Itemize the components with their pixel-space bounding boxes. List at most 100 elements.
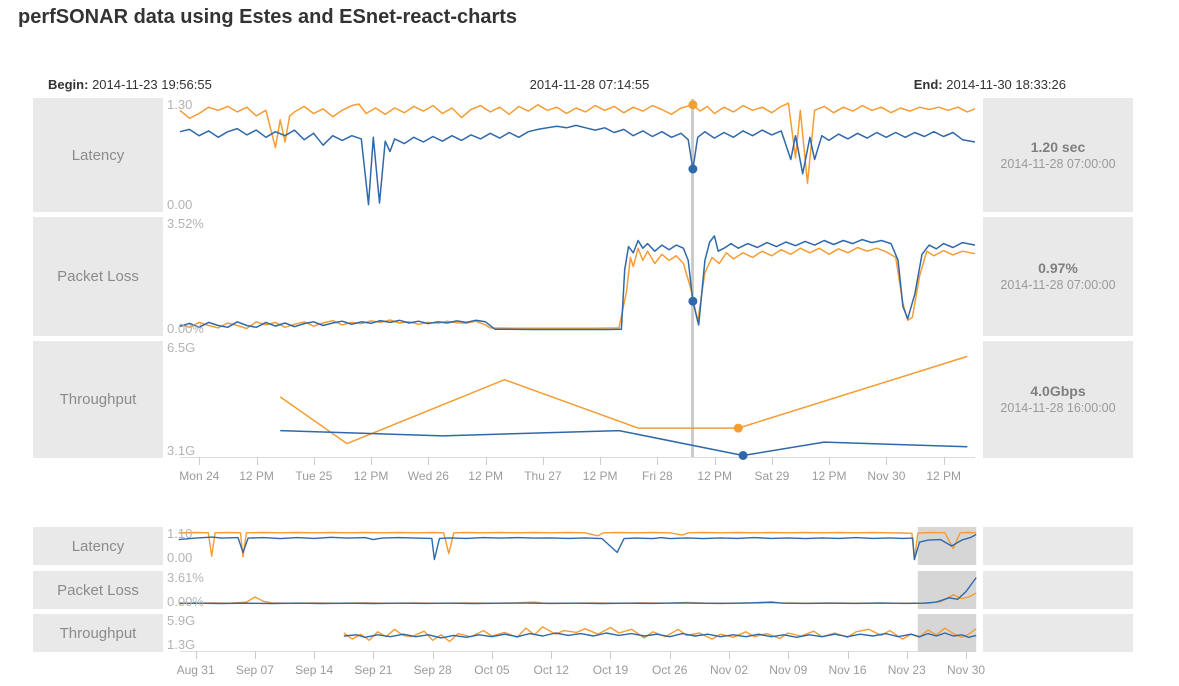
x-axis-label: Sep 21 — [354, 663, 393, 677]
blue-series-line — [178, 533, 977, 561]
x-axis-label: Oct 19 — [592, 663, 629, 677]
orange-series-line — [343, 626, 977, 643]
overview-row-label-packet-loss: Packet Loss — [33, 571, 163, 609]
end-label: End: — [913, 77, 943, 92]
x-axis-label: Nov 09 — [769, 663, 808, 677]
begin-label: Begin: — [48, 77, 89, 92]
overview-right-box — [983, 527, 1133, 565]
x-axis-label: Oct 05 — [474, 663, 510, 677]
overview-row-label-latency: Latency — [33, 527, 163, 565]
x-axis-label: Sat 29 — [754, 469, 790, 483]
blue-series-line — [280, 429, 968, 457]
ov-packet-loss-plot[interactable] — [167, 571, 977, 609]
main-latency-plot[interactable] — [167, 98, 976, 212]
x-axis-tick — [610, 651, 612, 659]
blue-series-line — [343, 632, 977, 639]
x-axis-label: Sep 14 — [295, 663, 334, 677]
x-axis-tick — [254, 651, 256, 659]
x-axis-tick — [314, 651, 316, 659]
x-axis-tick — [373, 651, 375, 659]
x-axis-tick — [943, 457, 945, 465]
x-axis-label: Aug 31 — [176, 663, 215, 677]
throughput-value: 4.0Gbps — [1030, 383, 1086, 399]
hover-dot — [688, 100, 698, 110]
y-axis-min-label: 0.00 — [167, 197, 193, 212]
row-label-text: Throughput — [59, 391, 137, 408]
x-axis-label: 12 PM — [697, 469, 732, 483]
packet-loss-value-box: 0.97% 2014-11-28 07:00:00 — [983, 217, 1133, 336]
x-axis-tick — [966, 651, 968, 659]
x-axis-tick — [669, 651, 671, 659]
x-axis-label: Fri 28 — [642, 469, 673, 483]
x-axis-label: Oct 12 — [533, 663, 569, 677]
overview-throughput-chart[interactable]: 5.9G 1.3G — [167, 614, 977, 652]
y-axis-min-label: 1.3G — [167, 637, 196, 652]
x-axis-tick — [428, 457, 430, 465]
x-axis-tick — [195, 651, 197, 659]
x-axis-tick — [485, 457, 487, 465]
end-time: End: 2014-11-30 18:33:26 — [914, 77, 1066, 93]
blue-series-line — [179, 124, 976, 206]
hover-dot — [733, 423, 743, 433]
page-title: perfSONAR data using Estes and ESnet-rea… — [18, 6, 518, 28]
x-axis-label: 12 PM — [353, 469, 389, 483]
packet-loss-chart[interactable]: 3.52% 0.00% — [167, 217, 976, 336]
x-axis-tick — [829, 457, 831, 465]
x-axis-label: Thu 27 — [524, 469, 562, 483]
tracker-line[interactable] — [691, 99, 694, 457]
orange-series-line — [178, 592, 977, 604]
x-axis-tick — [771, 457, 773, 465]
x-axis-tick — [542, 457, 544, 465]
overview-right-box — [983, 614, 1133, 652]
begin-value: 2014-11-23 19:56:55 — [92, 77, 212, 92]
row-label-throughput: Throughput — [33, 341, 163, 458]
x-axis-tick — [788, 651, 790, 659]
overview-latency-chart[interactable]: 1.10 0.00 — [167, 527, 977, 565]
x-axis-label: Sep 07 — [235, 663, 274, 677]
x-axis-label: Nov 30 — [867, 469, 906, 483]
hover-dot — [738, 451, 748, 460]
x-axis-label: Oct 26 — [652, 663, 688, 677]
x-axis-label: Nov 30 — [947, 663, 986, 677]
orange-series-line — [178, 531, 977, 561]
ov-latency-plot[interactable] — [167, 527, 977, 565]
latency-chart[interactable]: 1.30 0.00 — [167, 98, 976, 212]
blue-series-line — [178, 577, 977, 605]
overview-right-box — [983, 571, 1133, 609]
x-axis-tick — [847, 651, 849, 659]
y-axis-max-label: 3.61% — [167, 570, 204, 585]
throughput-chart[interactable]: 6.5G 3.1G — [167, 340, 975, 460]
overview-packet-loss-chart[interactable]: 3.61% 0.00% — [167, 570, 977, 609]
main-throughput-plot[interactable] — [167, 341, 975, 460]
packet-loss-value: 0.97% — [1038, 260, 1078, 276]
row-label-text: Throughput — [59, 624, 137, 642]
main-packet-loss-plot[interactable] — [167, 217, 976, 336]
blue-series-line — [179, 235, 976, 331]
packet-loss-value-time: 2014-11-28 07:00:00 — [1000, 278, 1116, 292]
latency-value-box: 1.20 sec 2014-11-28 07:00:00 — [983, 98, 1133, 212]
row-label-packet-loss: Packet Loss — [33, 217, 163, 336]
y-axis-min-label: 0.00% — [167, 321, 204, 336]
row-label-text: Packet Loss — [57, 268, 139, 285]
x-axis-label: Nov 16 — [828, 663, 867, 677]
y-axis-min-label: 3.1G — [167, 443, 196, 458]
axis-line — [180, 651, 975, 652]
y-axis-max-label: 6.5G — [167, 340, 196, 355]
x-axis-label: 12 PM — [926, 469, 962, 483]
brush-selection[interactable] — [917, 614, 977, 652]
row-label-text: Packet Loss — [57, 581, 139, 599]
x-axis-tick — [313, 457, 315, 465]
x-axis-tick — [491, 651, 493, 659]
axis-line — [180, 457, 975, 458]
row-label-latency: Latency — [33, 98, 163, 212]
y-axis-min-label: 0.00 — [167, 550, 193, 565]
x-axis-tick — [600, 457, 602, 465]
x-axis-tick — [256, 457, 258, 465]
x-axis-label: 12 PM — [468, 469, 503, 483]
x-axis-label: Mon 24 — [179, 469, 220, 483]
overview-row-label-throughput: Throughput — [33, 614, 163, 652]
ov-throughput-plot[interactable] — [167, 614, 977, 652]
hover-dot — [688, 164, 698, 174]
y-axis-min-label: 0.00% — [167, 594, 204, 609]
